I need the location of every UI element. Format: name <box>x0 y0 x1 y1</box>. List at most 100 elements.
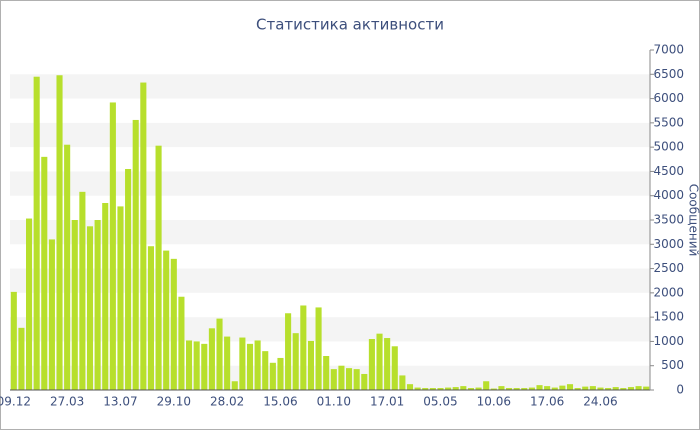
bar <box>10 291 17 390</box>
bar <box>277 357 284 390</box>
bar <box>399 375 406 390</box>
bar <box>384 338 391 390</box>
bar <box>231 381 238 390</box>
bar <box>437 388 444 390</box>
bar <box>125 169 132 390</box>
y-tick-label: 0 <box>676 383 684 397</box>
bar <box>102 203 109 390</box>
bar <box>521 388 528 390</box>
grid-band <box>10 268 650 293</box>
bar <box>71 220 78 390</box>
y-tick-label: 2500 <box>653 261 684 275</box>
bar <box>566 384 574 390</box>
grid-band <box>10 122 650 148</box>
bar <box>330 369 337 390</box>
bar <box>559 385 566 390</box>
bar <box>178 296 185 390</box>
bar <box>86 226 94 390</box>
x-tick-label: 28.02 <box>210 395 244 409</box>
y-tick-label: 3000 <box>653 237 684 251</box>
bar <box>361 373 368 390</box>
bar <box>323 356 330 390</box>
bar <box>300 305 307 390</box>
x-tick-label: 10.06 <box>477 395 511 409</box>
bar <box>597 387 604 390</box>
bar <box>224 336 231 390</box>
bar <box>475 387 482 390</box>
bar <box>445 387 452 390</box>
bar <box>452 387 459 390</box>
bar <box>307 340 314 390</box>
y-tick-label: 6000 <box>653 91 684 105</box>
bar <box>216 318 223 390</box>
bar <box>285 313 292 390</box>
bar <box>528 387 535 390</box>
bar <box>536 385 543 390</box>
bar <box>391 346 398 390</box>
bar <box>193 341 200 390</box>
x-tick-label: 09.12 <box>0 395 31 409</box>
y-tick-label: 1500 <box>653 310 684 324</box>
bar <box>18 327 25 390</box>
x-tick-label: 13.07 <box>103 395 137 409</box>
bar <box>254 340 261 390</box>
bar <box>353 369 360 390</box>
bar <box>422 388 429 390</box>
bar <box>117 206 124 390</box>
bar <box>26 218 33 390</box>
bar <box>147 246 154 390</box>
bar <box>269 362 276 390</box>
bar <box>513 388 520 390</box>
x-tick-label: 17.01 <box>370 395 404 409</box>
bar <box>170 258 177 390</box>
grid-band <box>10 74 650 99</box>
y-tick-label: 4500 <box>653 164 684 178</box>
bar <box>155 145 162 390</box>
bar <box>208 328 215 390</box>
bar <box>467 388 474 390</box>
bar <box>109 102 116 390</box>
bar <box>506 388 513 390</box>
y-tick-label: 3500 <box>653 213 684 227</box>
y-tick-label: 2000 <box>653 285 684 299</box>
bar <box>498 386 505 390</box>
bar <box>574 388 581 390</box>
x-tick-label: 05.05 <box>423 395 457 409</box>
bar <box>140 82 147 391</box>
bar <box>612 387 619 390</box>
bar <box>315 307 322 390</box>
bar <box>64 144 71 390</box>
bar <box>186 340 193 390</box>
bar <box>406 384 414 390</box>
bar <box>368 339 375 390</box>
bar <box>132 119 139 390</box>
y-tick-label: 7000 <box>653 43 684 57</box>
grid-band <box>10 171 650 196</box>
x-tick-label: 01.10 <box>317 395 351 409</box>
bar <box>605 388 612 390</box>
bar <box>246 343 254 390</box>
x-tick-label: 24.06 <box>583 395 617 409</box>
grid-band <box>10 220 650 245</box>
bar <box>201 343 208 390</box>
grid-band <box>10 317 650 342</box>
bar <box>79 191 86 390</box>
bar <box>460 386 467 390</box>
bar <box>643 386 650 390</box>
x-tick-label: 17.06 <box>530 395 564 409</box>
bar <box>56 75 63 390</box>
y-tick-label: 500 <box>661 358 684 372</box>
bar <box>262 351 269 390</box>
x-tick-label: 27.03 <box>50 395 84 409</box>
bar <box>163 250 170 390</box>
y-tick-label: 6500 <box>653 67 684 81</box>
y-tick-label: 1000 <box>653 334 684 348</box>
bar <box>33 76 40 390</box>
bar <box>544 386 551 390</box>
bar <box>620 388 627 390</box>
bar <box>346 368 353 390</box>
y-tick-label: 5500 <box>653 115 684 129</box>
bar <box>627 387 634 390</box>
